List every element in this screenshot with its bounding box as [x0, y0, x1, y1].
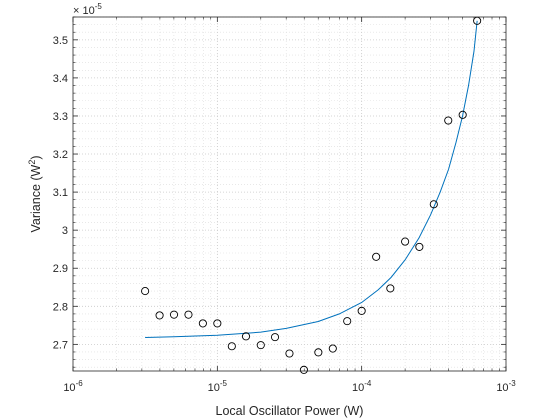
data-point [401, 237, 410, 246]
y-tick-label: 2.8 [53, 301, 68, 313]
data-point [169, 310, 179, 319]
x-tick-label: 10-3 [496, 379, 516, 394]
y-tick-label: 2.9 [53, 263, 68, 275]
x-tick-label: 10-6 [63, 379, 83, 394]
grid [73, 16, 506, 371]
y-tick-label: 3.4 [53, 73, 68, 85]
y-multiplier-text: × 10 [73, 5, 95, 17]
data-point [458, 110, 467, 119]
y-tick-label: 3.2 [53, 149, 68, 161]
data-point [241, 332, 251, 341]
data-point [444, 116, 453, 125]
data-point [213, 319, 222, 328]
x-tick-base: 10 [63, 382, 75, 394]
y-multiplier-exponent: -5 [95, 2, 103, 11]
axes-box [72, 16, 507, 372]
data-point [386, 284, 395, 293]
y-tick-labels: 2.7 2.8 2.9 3 3.1 3.2 3.3 3.4 3.5 [53, 35, 68, 352]
x-tick-label: 10-5 [208, 379, 228, 394]
x-tick-base: 10 [352, 382, 364, 394]
data-point [184, 310, 193, 319]
x-tick-base: 10 [208, 382, 220, 394]
ticks [72, 16, 507, 371]
y-axis-title-base: Variance (W [29, 164, 43, 232]
y-tick-label: 2.7 [53, 339, 68, 351]
data-point [343, 317, 352, 326]
data-point [198, 319, 207, 328]
data-point [299, 365, 308, 374]
x-tick-exponent: -6 [76, 379, 84, 388]
data-point [314, 348, 323, 357]
data-point [155, 311, 164, 320]
y-tick-label: 3 [62, 225, 68, 237]
data-point [357, 306, 366, 315]
fit-line [145, 20, 478, 338]
x-tick-label: 10-4 [352, 379, 372, 394]
y-tick-label: 3.5 [53, 35, 68, 47]
points-layer [141, 16, 482, 374]
x-axis-title: Local Oscillator Power (W) [216, 404, 364, 418]
y-tick-label: 3.3 [53, 111, 68, 123]
data-point [141, 287, 150, 296]
data-point [285, 349, 294, 358]
y-axis-title: Variance (W2) [27, 155, 43, 232]
data-point [372, 252, 381, 261]
y-axis-title-end: ) [29, 155, 43, 159]
x-tick-exponent: -3 [509, 379, 517, 388]
x-tick-labels: 10-6 10-5 10-4 10-3 [63, 379, 516, 394]
data-point [328, 344, 337, 353]
x-tick-base: 10 [496, 382, 508, 394]
data-point [415, 242, 424, 251]
y-axis-title-sup: 2 [27, 160, 37, 165]
y-multiplier: × 10-5 [73, 2, 102, 17]
data-point [256, 341, 265, 350]
data-point [429, 200, 438, 209]
x-tick-exponent: -5 [220, 379, 228, 388]
fit-line-layer [145, 20, 478, 338]
y-tick-label: 3.1 [53, 187, 68, 199]
x-tick-exponent: -4 [364, 379, 372, 388]
data-point [227, 342, 236, 351]
data-point [270, 333, 280, 342]
